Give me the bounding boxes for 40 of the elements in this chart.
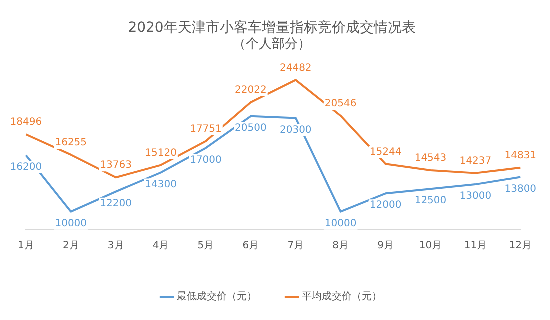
data-label: 15244 [370, 146, 402, 158]
data-label: 14831 [504, 150, 537, 162]
x-tick-label: 4月 [152, 240, 170, 252]
x-tick-label: 1月 [18, 240, 34, 252]
data-label: 20500 [235, 122, 267, 134]
x-tick-label: 8月 [332, 240, 350, 252]
data-label: 14300 [145, 179, 177, 190]
x-tick-label: 7月 [288, 240, 304, 252]
x-tick-label: 10月 [419, 240, 442, 252]
data-label: 14237 [460, 156, 492, 167]
legend-label: 最低成交价（元） [177, 290, 257, 303]
data-label: 17000 [190, 154, 222, 166]
x-tick-label: 5月 [198, 240, 214, 252]
data-label: 13000 [460, 191, 492, 202]
data-label: 15120 [145, 148, 177, 159]
x-tick-label: 2月 [62, 240, 80, 252]
chart-subtitle: （个人部分） [233, 36, 311, 52]
data-label: 10000 [55, 218, 88, 230]
data-label: 16255 [55, 138, 88, 149]
legend-label: 平均成交价（元） [302, 290, 382, 303]
data-label: 20300 [280, 124, 312, 136]
data-label: 24482 [280, 62, 312, 74]
x-tick-label: 11月 [464, 240, 488, 252]
chart-title: 2020年天津市小客车增量指标竞价成交情况表 [128, 20, 416, 36]
data-label: 12500 [414, 196, 447, 207]
data-label: 13763 [100, 160, 132, 172]
x-tick-label: 6月 [242, 240, 260, 252]
data-label: 22022 [235, 85, 267, 96]
data-label: 12200 [100, 198, 132, 210]
data-label: 17751 [190, 124, 222, 135]
data-label: 18496 [10, 117, 42, 128]
x-tick-label: 3月 [108, 240, 124, 252]
data-label: 14543 [414, 153, 447, 164]
x-tick-label: 9月 [378, 240, 394, 252]
x-tick-label: 12月 [509, 240, 532, 252]
data-label: 10000 [324, 218, 357, 230]
data-label: 16200 [10, 162, 42, 174]
data-label: 13800 [504, 184, 537, 195]
data-label: 20546 [324, 98, 357, 110]
data-label: 12000 [370, 200, 402, 212]
